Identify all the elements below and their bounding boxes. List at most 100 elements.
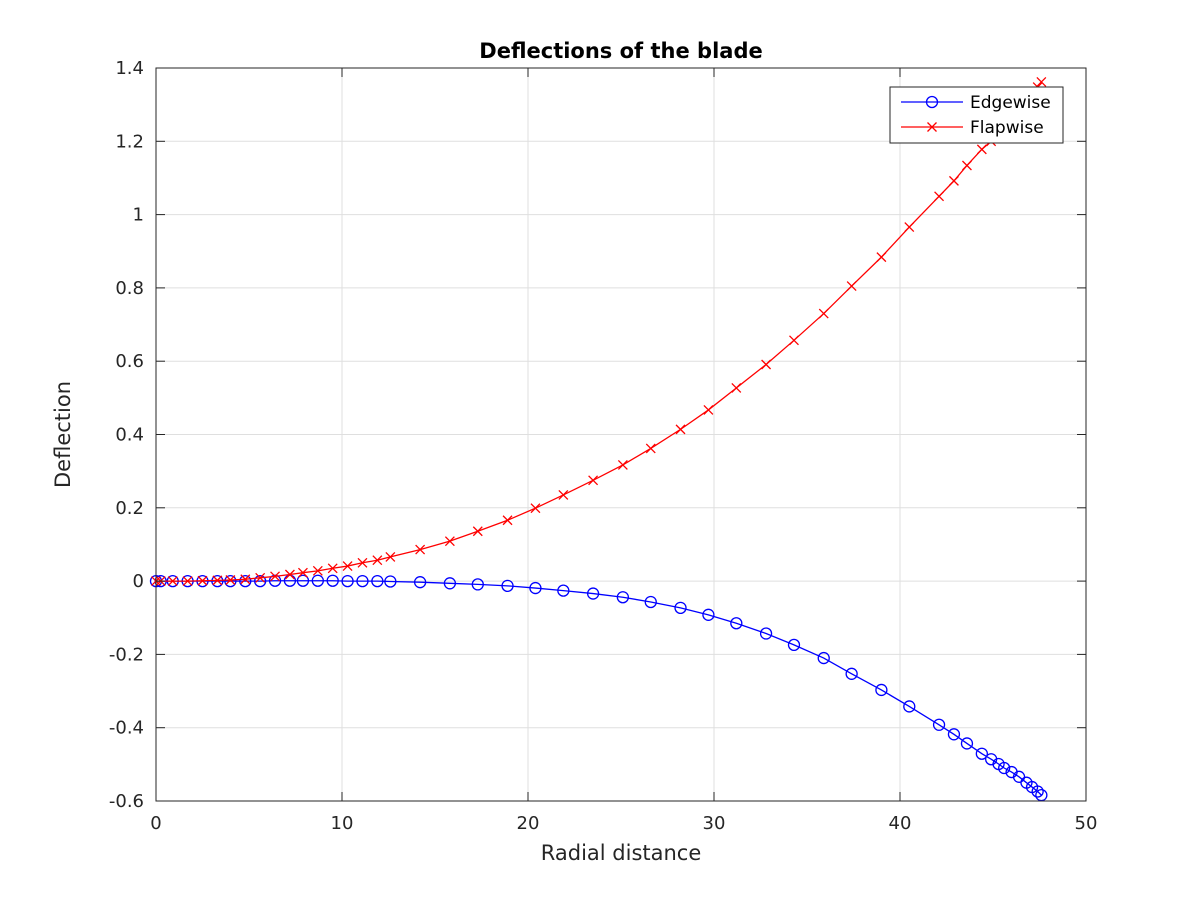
- data-point-flapwise: [284, 569, 295, 580]
- data-point-flapwise: [255, 572, 266, 583]
- data-point-flapwise: [530, 503, 541, 514]
- data-point-flapwise: [846, 281, 857, 292]
- x-tick-label: 30: [703, 813, 726, 834]
- x-axis-label: Radial distance: [541, 841, 702, 865]
- data-point-edgewise: [998, 761, 1011, 775]
- data-point-edgewise: [311, 574, 324, 587]
- y-tick-label: 1: [133, 205, 144, 226]
- data-point-edgewise: [817, 651, 830, 665]
- y-tick-label: -0.6: [109, 791, 144, 812]
- data-point-edgewise: [501, 579, 514, 593]
- data-point-edgewise: [371, 574, 384, 588]
- legend[interactable]: Edgewise Flapwise: [889, 86, 1064, 144]
- data-point-flapwise: [876, 252, 887, 263]
- data-point-flapwise: [645, 443, 656, 454]
- y-tick-label: 0.6: [115, 351, 144, 372]
- y-tick-label: 0: [133, 571, 144, 592]
- data-point-flapwise: [588, 475, 599, 486]
- data-point-edgewise: [960, 737, 974, 750]
- data-point-edgewise: [586, 587, 600, 600]
- data-point-edgewise: [413, 576, 427, 589]
- data-point-flapwise: [182, 576, 193, 587]
- data-point-edgewise: [356, 574, 369, 588]
- data-point-edgewise: [730, 617, 743, 630]
- data-point-flapwise: [675, 424, 686, 435]
- legend-entry-edgewise[interactable]: Edgewise: [901, 93, 1051, 113]
- data-point-edgewise: [787, 638, 801, 652]
- chart-title: Deflections of the blade: [479, 39, 762, 63]
- legend-marker-edgewise: [925, 95, 939, 109]
- data-point-edgewise: [268, 574, 282, 587]
- data-point-edgewise: [557, 584, 570, 597]
- data-point-edgewise: [471, 578, 484, 591]
- x-tick-label: 0: [150, 813, 161, 834]
- data-point-flapwise: [372, 555, 383, 566]
- y-tick-label: 0.2: [115, 498, 144, 519]
- data-point-flapwise: [197, 575, 208, 586]
- data-point-flapwise: [558, 490, 569, 500]
- y-tick-label: 0.8: [115, 278, 144, 299]
- data-point-edgewise: [845, 667, 858, 680]
- data-point-edgewise: [903, 700, 916, 713]
- legend-label-edgewise: Edgewise: [970, 93, 1051, 113]
- y-tick-label: -0.4: [109, 718, 144, 739]
- data-point-flapwise: [240, 574, 251, 585]
- data-point-flapwise: [342, 561, 353, 572]
- data-point-flapwise: [789, 335, 799, 346]
- data-point-flapwise: [904, 222, 915, 233]
- x-tick-label: 50: [1075, 813, 1098, 834]
- data-point-edgewise: [529, 581, 542, 595]
- data-point-flapwise: [225, 575, 236, 585]
- data-point-edgewise: [975, 747, 988, 760]
- data-point-flapwise: [1036, 76, 1047, 87]
- data-point-flapwise: [976, 144, 987, 155]
- data-point-flapwise: [212, 575, 223, 586]
- data-point-edgewise: [759, 627, 773, 640]
- data-point-edgewise: [384, 575, 397, 588]
- x-tick-label: 20: [517, 813, 540, 834]
- data-point-flapwise: [270, 571, 280, 582]
- data-point-flapwise: [312, 565, 323, 576]
- y-axis-label: Deflection: [51, 381, 75, 488]
- data-point-edgewise: [947, 728, 961, 741]
- legend-marker-flapwise: [927, 122, 937, 132]
- data-point-flapwise: [472, 526, 483, 537]
- data-point-edgewise: [326, 574, 339, 587]
- y-tick-label: -0.2: [109, 644, 144, 665]
- legend-label-flapwise: Flapwise: [970, 118, 1044, 138]
- data-point-flapwise: [934, 191, 945, 202]
- data-point-edgewise: [239, 574, 252, 588]
- data-point-edgewise: [341, 574, 354, 588]
- grid: [156, 68, 1086, 801]
- ticks: 0 10 20 30 40 50 -0.6 -0.4 -0.2 0 0.2 0.4 0.6 0.8 1 1.2…: [109, 58, 1098, 834]
- y-tick-label: 1.2: [115, 131, 144, 152]
- legend-box: [889, 86, 1064, 144]
- data-point-flapwise: [948, 175, 959, 186]
- data-point-edgewise: [644, 595, 657, 609]
- data-point-edgewise: [702, 608, 715, 621]
- data-point-edgewise: [1012, 770, 1026, 783]
- data-point-flapwise: [731, 382, 742, 393]
- data-point-flapwise: [617, 459, 628, 470]
- data-point-edgewise: [254, 574, 267, 588]
- data-point-flapwise: [327, 563, 338, 574]
- data-point-flapwise: [167, 576, 178, 587]
- data-point-edgewise: [616, 591, 630, 604]
- x-tick-label: 10: [331, 813, 354, 834]
- data-point-edgewise: [674, 601, 687, 615]
- data-point-flapwise: [385, 551, 396, 562]
- data-point-flapwise: [818, 308, 829, 319]
- data-point-edgewise: [296, 574, 310, 587]
- series-line-edgewise: [156, 580, 1042, 796]
- y-tick-label: 1.4: [115, 58, 144, 79]
- plot-area: 0 10 20 30 40 50 -0.6 -0.4 -0.2 0 0.2 0.4 0.6 0.8 1 1.2…: [109, 58, 1098, 834]
- data-point-flapwise: [297, 567, 308, 578]
- y-tick-label: 0.4: [115, 425, 144, 446]
- data-point-edgewise: [443, 577, 457, 590]
- legend-entry-flapwise[interactable]: Flapwise: [901, 118, 1044, 138]
- data-point-flapwise: [357, 557, 368, 568]
- data-point-flapwise: [703, 404, 714, 415]
- x-tick-label: 40: [889, 813, 912, 834]
